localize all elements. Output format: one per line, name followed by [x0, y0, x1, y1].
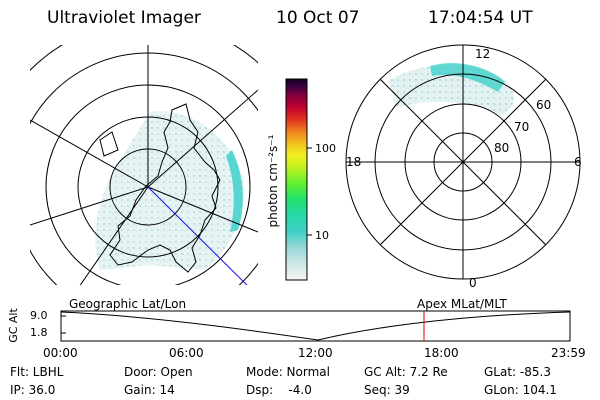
- gain-status: Gain: 14: [124, 383, 175, 397]
- lat-label-70: 70: [514, 120, 530, 134]
- mlt-label-6: 6: [574, 155, 582, 169]
- y-tick-1-8: 1.8: [30, 326, 48, 339]
- gc-alt-axis-title: GC Alt: [6, 308, 20, 343]
- lat-label-80: 80: [494, 141, 510, 155]
- door-status: Door: Open: [124, 365, 193, 379]
- x-tick-1200: 12:00: [298, 346, 333, 360]
- apex-label: Apex MLat/MLT: [417, 297, 507, 311]
- flt-status: Flt: LBHL: [10, 365, 64, 379]
- lat-label-60: 60: [536, 98, 552, 112]
- altitude-curve: [60, 311, 571, 341]
- gc-alt-status: GC Alt: 7.2 Re: [364, 365, 448, 379]
- glat-status: GLat: -85.3: [484, 365, 551, 379]
- colorbar-tick-10: 10: [315, 229, 329, 242]
- mlt-label-0: 0: [469, 276, 477, 290]
- geographic-label: Geographic Lat/Lon: [69, 297, 187, 311]
- time-label: 17:04:54 UT: [428, 8, 533, 28]
- glon-status: GLon: 104.1: [484, 383, 557, 397]
- mlt-polar-plot: [345, 44, 581, 280]
- instrument-title: Ultraviolet Imager: [47, 8, 201, 28]
- seq-status: Seq: 39: [364, 383, 410, 397]
- colorbar-unit-label: photon cm⁻²s⁻¹: [266, 134, 280, 228]
- aurora-glow-left: [95, 111, 244, 270]
- date-label: 10 Oct 07: [276, 8, 360, 28]
- mlt-label-18: 18: [346, 155, 362, 169]
- x-tick-1800: 18:00: [424, 346, 459, 360]
- y-tick-9: 9.0: [30, 309, 48, 322]
- aurora-edge-left: [226, 150, 243, 232]
- colorbar-tick-100: 100: [315, 142, 336, 155]
- aurora-band-right: [430, 63, 505, 92]
- mlt-label-12: 12: [475, 47, 491, 61]
- mode-status: Mode: Normal: [246, 365, 330, 379]
- x-tick-0000: 00:00: [43, 346, 78, 360]
- ip-status: IP: 36.0: [10, 383, 56, 397]
- x-tick-0600: 06:00: [169, 346, 204, 360]
- continent-outline: [109, 103, 221, 273]
- colorbar: [285, 78, 308, 281]
- dsp-status: Dsp: -4.0: [246, 383, 312, 397]
- x-tick-2359: 23:59: [551, 346, 586, 360]
- altitude-timeline: [60, 310, 571, 342]
